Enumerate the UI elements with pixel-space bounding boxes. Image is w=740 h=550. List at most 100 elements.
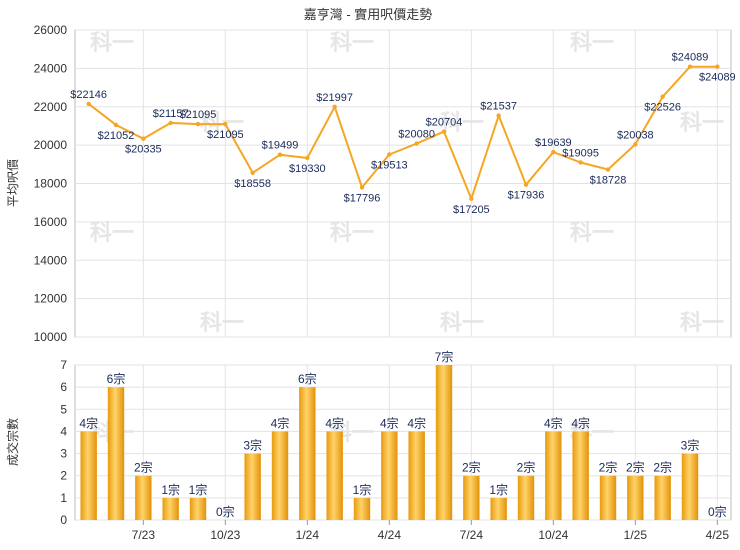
x-tick-label: 7/23 bbox=[132, 528, 156, 542]
price-point bbox=[496, 113, 501, 118]
volume-data-label: 6宗 bbox=[298, 371, 317, 386]
x-tick-label: 4/24 bbox=[378, 528, 402, 542]
watermark-text: 科一 bbox=[330, 220, 374, 245]
x-tick-label: 1/24 bbox=[296, 528, 320, 542]
volume-tick-label: 4 bbox=[60, 424, 67, 438]
price-point bbox=[359, 185, 365, 190]
price-data-label: $17205 bbox=[453, 204, 490, 216]
volume-data-label: 4宗 bbox=[571, 415, 590, 430]
volume-data-label: 2宗 bbox=[517, 460, 536, 475]
volume-bar bbox=[381, 431, 398, 520]
price-point bbox=[223, 121, 228, 127]
volume-data-label: 4宗 bbox=[380, 415, 399, 430]
price-data-label: $20080 bbox=[398, 129, 435, 141]
price-data-label: $21537 bbox=[480, 101, 517, 113]
watermark-text: 科一 bbox=[440, 310, 484, 335]
volume-tick-label: 6 bbox=[60, 380, 67, 394]
price-data-label: $18728 bbox=[590, 175, 627, 187]
price-point bbox=[715, 64, 720, 69]
price-data-label: $20335 bbox=[125, 144, 162, 156]
volume-bar bbox=[627, 475, 644, 520]
price-data-label: $20704 bbox=[426, 117, 463, 129]
volume-bar bbox=[654, 475, 671, 520]
volume-bar bbox=[408, 431, 425, 520]
price-point bbox=[195, 121, 201, 127]
price-point bbox=[305, 155, 310, 161]
price-data-label: $19513 bbox=[371, 159, 408, 171]
volume-data-label: 3宗 bbox=[243, 438, 262, 453]
price-series-line bbox=[88, 65, 718, 200]
price-tick-label: 24000 bbox=[34, 61, 68, 75]
price-data-label: $19095 bbox=[562, 147, 599, 159]
x-tick-label: 1/25 bbox=[624, 528, 648, 542]
volume-bar bbox=[271, 431, 289, 520]
volume-bar-panel: 0 1 2 3 4 5 6 7 7/23 10/23 1/24 4/24 7/24 10/24 1/25 4/… bbox=[60, 349, 732, 542]
price-tick-label: 22000 bbox=[34, 100, 68, 114]
volume-data-label: 7宗 bbox=[435, 349, 454, 364]
volume-bar bbox=[135, 475, 152, 520]
price-tick-label: 14000 bbox=[34, 253, 68, 267]
x-tick-label: 7/24 bbox=[460, 528, 484, 542]
volume-bar bbox=[599, 475, 617, 520]
volume-data-label: 1宗 bbox=[161, 482, 180, 497]
volume-bar bbox=[107, 387, 125, 520]
price-data-label: $22146 bbox=[70, 89, 107, 101]
volume-data-label: 2宗 bbox=[134, 460, 153, 475]
price-data-label: $20038 bbox=[617, 129, 654, 141]
price-tick-label: 12000 bbox=[34, 292, 68, 306]
price-line-panel: 10000 12000 14000 16000 18000 20000 22000 24000… bbox=[34, 23, 736, 344]
volume-bar bbox=[463, 475, 480, 520]
price-point bbox=[414, 141, 419, 146]
price-data-label: $21095 bbox=[207, 129, 244, 141]
volume-bar bbox=[80, 431, 97, 520]
x-tick-label: 10/23 bbox=[210, 528, 240, 542]
price-point bbox=[113, 122, 119, 128]
volume-data-label: 4宗 bbox=[79, 415, 98, 430]
price-tick-label: 18000 bbox=[34, 177, 68, 191]
watermark-text: 科一 bbox=[680, 310, 724, 335]
volume-data-label: 4宗 bbox=[407, 415, 426, 430]
price-data-label: $17796 bbox=[344, 192, 381, 204]
volume-tick-label: 0 bbox=[60, 513, 67, 527]
price-point bbox=[633, 142, 638, 147]
volume-bar bbox=[545, 431, 562, 520]
price-point bbox=[523, 182, 529, 187]
price-point bbox=[687, 64, 693, 69]
price-point bbox=[277, 152, 283, 157]
volume-data-label: 2宗 bbox=[626, 460, 645, 475]
x-tick-label: 4/25 bbox=[706, 528, 730, 542]
price-point bbox=[605, 167, 611, 172]
price-point bbox=[551, 149, 556, 155]
price-point bbox=[250, 170, 255, 175]
price-point bbox=[441, 129, 447, 134]
price-data-label: $17936 bbox=[508, 190, 545, 202]
price-point bbox=[578, 160, 583, 165]
volume-bar bbox=[326, 431, 343, 520]
price-data-label: $21157 bbox=[153, 108, 189, 120]
watermark-layer: 科一科一科一科一科一科一科一科一科一科一科一科一科一科一科一 bbox=[90, 30, 724, 445]
price-tick-label: 10000 bbox=[34, 330, 68, 344]
volume-data-label: 6宗 bbox=[107, 371, 126, 386]
price-axis-label: 平均呎價 bbox=[6, 159, 20, 207]
volume-tick-label: 1 bbox=[60, 491, 67, 505]
volume-data-label: 2宗 bbox=[653, 460, 672, 475]
watermark-text: 科一 bbox=[90, 220, 134, 245]
price-tick-label: 26000 bbox=[34, 23, 68, 37]
volume-bar bbox=[681, 453, 699, 520]
volume-bar bbox=[490, 497, 507, 520]
price-data-label: $22526 bbox=[644, 102, 681, 114]
watermark-text: 科一 bbox=[570, 30, 614, 55]
volume-bar bbox=[435, 365, 453, 520]
price-data-label: $19499 bbox=[262, 140, 299, 152]
price-point bbox=[168, 120, 173, 126]
price-data-label: $19639 bbox=[535, 137, 572, 149]
watermark-text: 科一 bbox=[200, 310, 244, 335]
price-point bbox=[141, 136, 146, 141]
volume-data-label: 4宗 bbox=[544, 415, 563, 430]
volume-bar bbox=[353, 497, 371, 520]
price-data-label: $18558 bbox=[234, 178, 271, 190]
watermark-text: 科一 bbox=[330, 30, 374, 55]
price-point bbox=[469, 196, 474, 201]
volume-data-label: 2宗 bbox=[599, 460, 618, 475]
watermark-text: 科一 bbox=[680, 110, 724, 135]
